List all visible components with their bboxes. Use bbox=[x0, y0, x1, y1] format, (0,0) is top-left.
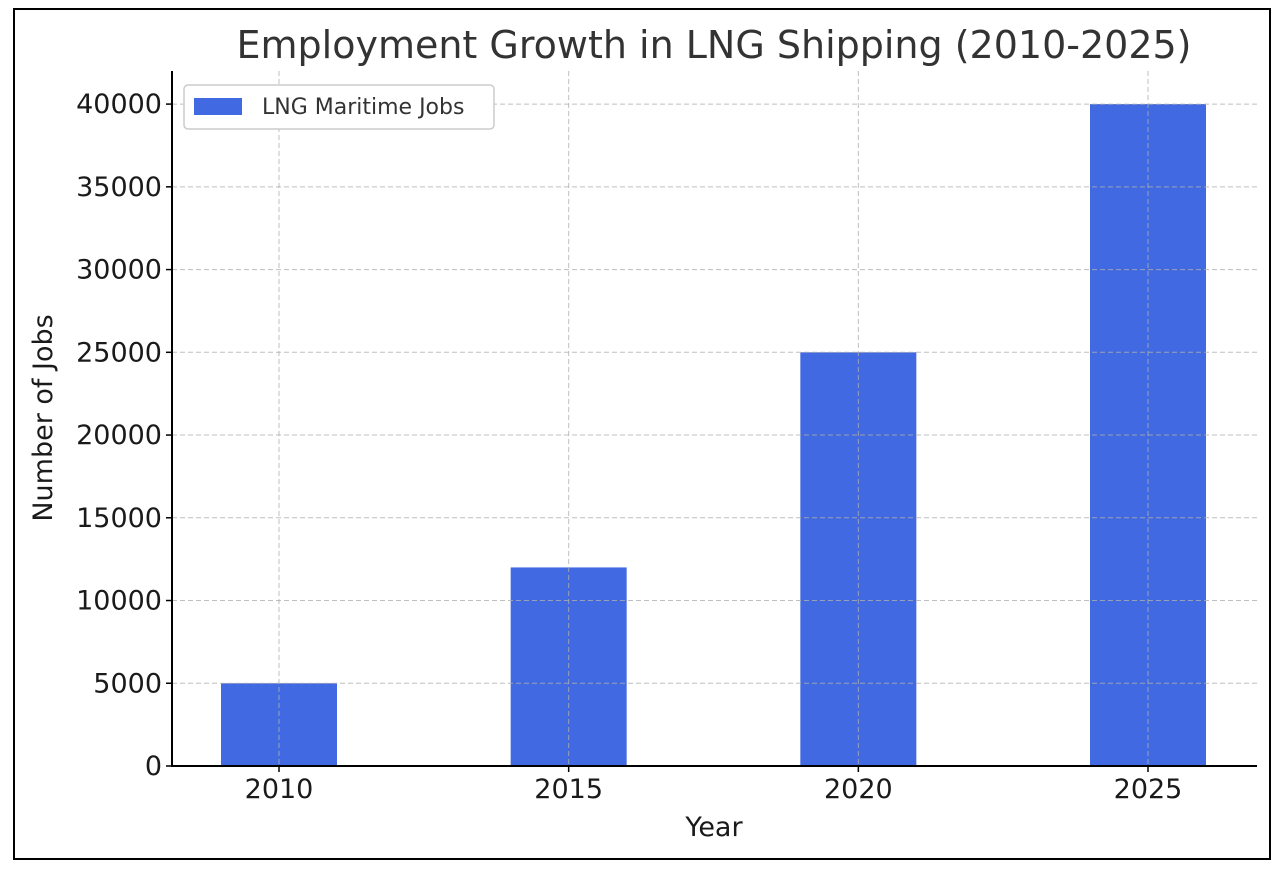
y-axis-label: Number of Jobs bbox=[28, 314, 59, 521]
legend: LNG Maritime Jobs bbox=[183, 84, 495, 130]
y-tick-label-20000: 20000 bbox=[76, 420, 162, 451]
legend-swatch bbox=[194, 98, 242, 115]
legend-label: LNG Maritime Jobs bbox=[262, 95, 464, 120]
y-tick-label-35000: 35000 bbox=[76, 172, 162, 203]
y-tick-label-25000: 25000 bbox=[76, 337, 162, 368]
y-tick-label-0: 0 bbox=[145, 751, 162, 782]
y-tick-label-30000: 30000 bbox=[76, 255, 162, 286]
x-tick-label-2020: 2020 bbox=[824, 774, 893, 805]
chart-title: Employment Growth in LNG Shipping (2010-… bbox=[237, 23, 1192, 67]
legend-box bbox=[183, 84, 495, 130]
y-tick-label-10000: 10000 bbox=[76, 586, 162, 617]
x-tick-label-2015: 2015 bbox=[534, 774, 603, 805]
x-tick-label-2025: 2025 bbox=[1114, 774, 1183, 805]
x-tick-label-2010: 2010 bbox=[245, 774, 314, 805]
y-tick-label-5000: 5000 bbox=[93, 668, 162, 699]
tick-labels: 0 5000 10000 15000 20000 25000 30000 35000 40000… bbox=[76, 89, 1182, 805]
y-tick-label-40000: 40000 bbox=[76, 89, 162, 120]
y-tick-label-15000: 15000 bbox=[76, 503, 162, 534]
x-axis-label: Year bbox=[684, 812, 743, 843]
